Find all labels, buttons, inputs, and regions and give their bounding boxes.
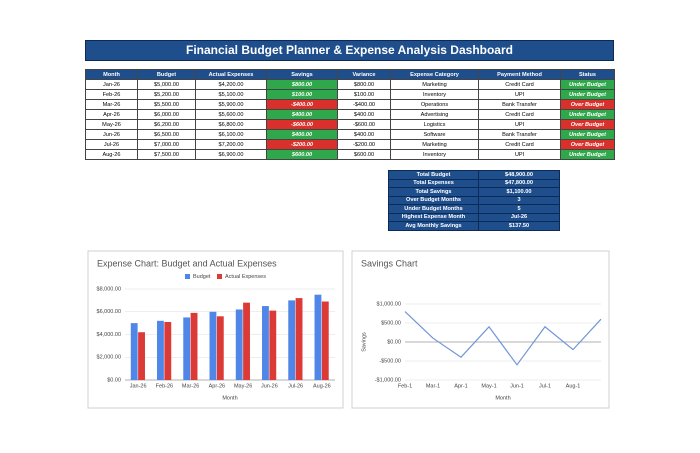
y-tick-label: $2,000.00 bbox=[97, 355, 121, 361]
budget-table: Month Budget Actual Expenses Savings Varianc… bbox=[85, 69, 615, 160]
bar bbox=[269, 310, 277, 380]
legend-swatch bbox=[185, 274, 190, 279]
x-axis-label: Month bbox=[222, 395, 237, 401]
y-tick-label: -$500.00 bbox=[379, 358, 401, 364]
bar bbox=[164, 321, 172, 380]
table-cell: Under Budget bbox=[560, 149, 615, 160]
x-tick-label: Apr-26 bbox=[209, 383, 226, 389]
y-tick-label: -$1,000.00 bbox=[375, 377, 401, 383]
x-tick-label: May-1 bbox=[481, 383, 496, 389]
bar bbox=[157, 320, 164, 380]
x-tick-label: May-26 bbox=[234, 383, 252, 389]
y-tick-label: $1,000.00 bbox=[377, 301, 401, 307]
x-tick-label: Jul-26 bbox=[288, 383, 303, 389]
bar bbox=[138, 332, 145, 380]
table-row: Mar-26 $5,500.00 $5,900.00 -$400.00 -$400.00… bbox=[85, 99, 615, 110]
y-tick-label: $8,000.00 bbox=[97, 286, 121, 292]
bar bbox=[288, 300, 296, 380]
x-tick-label: Apr-1 bbox=[454, 383, 467, 389]
bar bbox=[295, 298, 303, 380]
x-tick-label: Mar-1 bbox=[426, 383, 440, 389]
x-tick-label: Jun-1 bbox=[510, 383, 524, 389]
bar bbox=[183, 317, 191, 380]
table-row: Jun-26 $6,500.00 $6,100.00 $400.00 $400.00 So… bbox=[85, 129, 615, 140]
y-tick-label: $500.00 bbox=[381, 320, 401, 326]
bar bbox=[243, 302, 250, 380]
summary-table: Total Budget $48,900.00 Total Expenses $47,… bbox=[388, 170, 560, 231]
legend-swatch bbox=[217, 274, 222, 279]
y-tick-label: $6,000.00 bbox=[97, 309, 121, 315]
bar bbox=[216, 316, 224, 380]
x-tick-label: Feb-26 bbox=[156, 383, 173, 389]
table-row: Aug-26 $7,500.00 $6,900.00 $600.00 $600.00 In… bbox=[85, 149, 615, 160]
dashboard-title: Financial Budget Planner & Expense Analy… bbox=[85, 40, 614, 61]
y-tick-label: $0.00 bbox=[387, 339, 401, 345]
bar bbox=[235, 309, 243, 380]
bar bbox=[262, 306, 269, 380]
bar bbox=[190, 312, 198, 380]
bar bbox=[314, 294, 322, 380]
x-axis-label: Month bbox=[495, 395, 510, 401]
x-tick-label: Feb-1 bbox=[398, 383, 412, 389]
x-tick-label: Jan-26 bbox=[130, 383, 147, 389]
chart-title: Expense Chart: Budget and Actual Expense… bbox=[97, 258, 277, 268]
line-series bbox=[404, 311, 602, 366]
legend-label: Actual Expenses bbox=[225, 274, 266, 280]
legend-label: Budget bbox=[193, 274, 211, 280]
x-tick-label: Mar-26 bbox=[182, 383, 199, 389]
summary-row: Avg Monthly Savings $137.50 bbox=[388, 221, 560, 231]
y-axis-label: Savings bbox=[361, 332, 367, 352]
chart-title: Savings Chart bbox=[361, 258, 418, 268]
x-tick-label: Aug-26 bbox=[313, 383, 331, 389]
y-tick-label: $4,000.00 bbox=[97, 332, 121, 338]
x-tick-label: Jul-1 bbox=[539, 383, 551, 389]
y-tick-label: $0.00 bbox=[107, 377, 121, 383]
x-tick-label: Aug-1 bbox=[566, 383, 581, 389]
x-tick-label: Jun-26 bbox=[261, 383, 278, 389]
line-chart-panel bbox=[351, 250, 610, 409]
bar bbox=[130, 323, 138, 380]
bar bbox=[321, 301, 329, 380]
table-row: Apr-26 $6,000.00 $5,600.00 $400.00 $400.00 Ad… bbox=[85, 109, 615, 120]
bar bbox=[209, 311, 217, 380]
summary-cell: $137.50 bbox=[478, 221, 560, 231]
